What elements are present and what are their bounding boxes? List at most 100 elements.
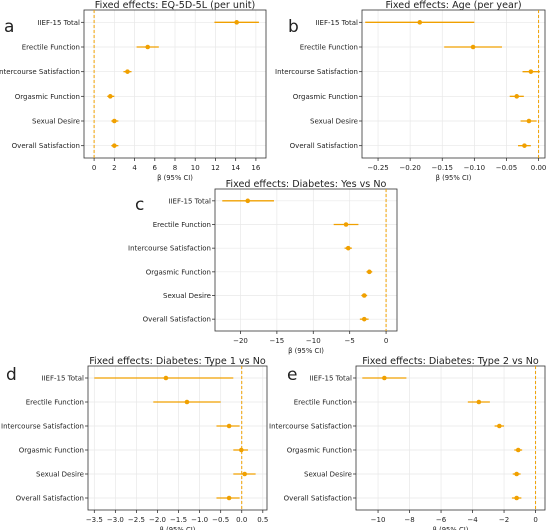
x-tick-label: −8 <box>404 516 414 524</box>
y-tick-label-overall-satisfaction: Overall Satisfaction <box>143 316 211 324</box>
y-tick-label-sexual-desire: Sexual Desire <box>163 292 211 300</box>
estimate-point-erectile-function <box>470 44 476 50</box>
estimate-point-erectile-function <box>184 399 190 405</box>
x-tick-label: −0.05 <box>496 164 517 172</box>
x-tick-label: 14 <box>231 164 240 172</box>
y-tick-label-sexual-desire: Sexual Desire <box>310 118 358 126</box>
estimate-point-sexual-desire <box>361 293 367 298</box>
estimate-point-iief-15-total <box>417 20 423 25</box>
x-axis-label: β (95% CI) <box>288 347 324 355</box>
x-tick-label: 4 <box>132 164 137 172</box>
y-tick-label-orgasmic-function: Orgasmic Function <box>293 93 358 101</box>
y-tick-label-iief-15-total: IIEF-15 Total <box>168 197 211 205</box>
x-tick-label: 2 <box>112 164 116 172</box>
y-tick-label-iief-15-total: IIEF-15 Total <box>37 19 80 27</box>
panel-label: b <box>288 17 299 37</box>
y-tick-label-orgasmic-function: Orgasmic Function <box>146 268 211 276</box>
x-axis-label: β (95% CI) <box>433 526 469 530</box>
x-tick-label: 0.0 <box>236 516 247 524</box>
panel-b: b Fixed effects: Age (per year) −0.25 −0.20… <box>275 0 546 182</box>
panel-label: e <box>287 365 297 385</box>
x-tick-label: −5 <box>345 337 355 345</box>
estimate-point-erectile-function <box>476 399 482 405</box>
y-tick-label-erectile-function: Erectile Function <box>153 221 211 229</box>
chart-title: Fixed effects: Diabetes: Type 1 vs No <box>89 356 266 367</box>
x-tick-label: −1.5 <box>170 516 187 524</box>
estimate-point-sexual-desire <box>514 471 519 477</box>
x-axis-label: β (95% CI) <box>436 174 472 182</box>
estimate-point-intercourse-satisfaction <box>125 69 130 74</box>
x-axis-label: β (95% CI) <box>157 174 193 182</box>
estimate-point-orgasmic-function <box>514 94 520 99</box>
estimate-point-overall-satisfaction <box>112 143 117 148</box>
panel-c: c Fixed effects: Diabetes: Yes vs No −20 −1… <box>128 179 398 355</box>
x-tick-label: −20 <box>233 337 248 345</box>
y-tick-label-intercourse-satisfaction: Intercourse Satisfaction <box>0 68 80 76</box>
estimate-point-orgasmic-function <box>515 447 521 453</box>
x-tick-label: −3.0 <box>107 516 124 524</box>
panel-d: d Fixed effects: Diabetes: Type 1 vs No −3… <box>1 356 268 530</box>
x-tick-label: −10 <box>306 337 321 345</box>
x-tick-label: −0.25 <box>367 164 388 172</box>
estimate-point-intercourse-satisfaction <box>528 69 534 74</box>
estimate-point-intercourse-satisfaction <box>497 423 502 429</box>
y-tick-label-erectile-function: Erectile Function <box>300 44 358 52</box>
estimate-point-orgasmic-function <box>107 94 113 99</box>
y-tick-label-orgasmic-function: Orgasmic Function <box>15 93 80 101</box>
x-tick-label: −0.20 <box>399 164 420 172</box>
chart-title: Fixed effects: Diabetes: Type 2 vs No <box>362 356 539 367</box>
y-tick-label-overall-satisfaction: Overall Satisfaction <box>290 142 358 150</box>
x-tick-label: −1.0 <box>191 516 208 524</box>
x-tick-label: 0 <box>384 337 388 345</box>
y-tick-label-sexual-desire: Sexual Desire <box>304 471 352 479</box>
y-tick-label-orgasmic-function: Orgasmic Function <box>19 447 84 455</box>
plot-frame <box>214 188 398 332</box>
estimate-point-sexual-desire <box>112 118 117 124</box>
estimate-point-overall-satisfaction <box>522 143 527 148</box>
y-tick-label-overall-satisfaction: Overall Satisfaction <box>12 142 80 150</box>
y-tick-label-overall-satisfaction: Overall Satisfaction <box>284 495 352 503</box>
chart-title: Fixed effects: EQ-5D-5L (per unit) <box>95 0 256 11</box>
estimate-point-orgasmic-function <box>367 269 372 275</box>
estimate-point-erectile-function <box>145 44 150 50</box>
panel-a: a Fixed effects: EQ-5D-5L (per unit) 0 2 4 6 8… <box>0 0 267 182</box>
estimate-point-intercourse-satisfaction <box>226 423 232 429</box>
plot-frame <box>87 365 268 511</box>
y-tick-label-orgasmic-function: Orgasmic Function <box>287 447 352 455</box>
chart-title: Fixed effects: Diabetes: Yes vs No <box>226 179 387 190</box>
x-tick-label: 0.5 <box>257 516 268 524</box>
x-tick-label: −0.10 <box>464 164 485 172</box>
y-tick-label-erectile-function: Erectile Function <box>22 44 80 52</box>
x-tick-label: −2 <box>499 516 509 524</box>
x-tick-label: −0.15 <box>432 164 453 172</box>
panel-label: c <box>135 195 144 215</box>
estimate-point-orgasmic-function <box>239 447 244 453</box>
panel-label: d <box>6 365 17 385</box>
x-tick-label: −3.5 <box>86 516 103 524</box>
plot-frame <box>361 9 546 159</box>
y-tick-label-iief-15-total: IIEF-15 Total <box>41 375 84 383</box>
estimate-point-sexual-desire <box>526 118 532 124</box>
estimate-point-iief-15-total <box>382 375 387 381</box>
panel-e: e Fixed effects: Diabetes: Type 2 vs No −1… <box>269 356 546 530</box>
estimate-point-overall-satisfaction <box>226 495 232 501</box>
chart-title: Fixed effects: Age (per year) <box>385 0 521 11</box>
x-tick-label: 12 <box>211 164 220 172</box>
estimate-point-iief-15-total <box>245 198 251 204</box>
estimate-point-iief-15-total <box>234 20 239 25</box>
estimate-point-overall-satisfaction <box>361 316 367 322</box>
y-tick-label-erectile-function: Erectile Function <box>294 399 352 407</box>
x-tick-label: 10 <box>191 164 200 172</box>
x-tick-label: −6 <box>436 516 447 524</box>
y-tick-label-intercourse-satisfaction: Intercourse Satisfaction <box>1 423 84 431</box>
estimate-point-erectile-function <box>343 222 349 227</box>
estimate-point-sexual-desire <box>242 471 247 477</box>
estimate-point-intercourse-satisfaction <box>345 245 351 251</box>
x-tick-label: 0 <box>533 516 537 524</box>
estimate-point-iief-15-total <box>163 375 169 381</box>
x-tick-label: −0.5 <box>212 516 229 524</box>
x-tick-label: 0.00 <box>531 164 547 172</box>
plot-frame <box>355 365 546 511</box>
x-tick-label: 6 <box>153 164 158 172</box>
